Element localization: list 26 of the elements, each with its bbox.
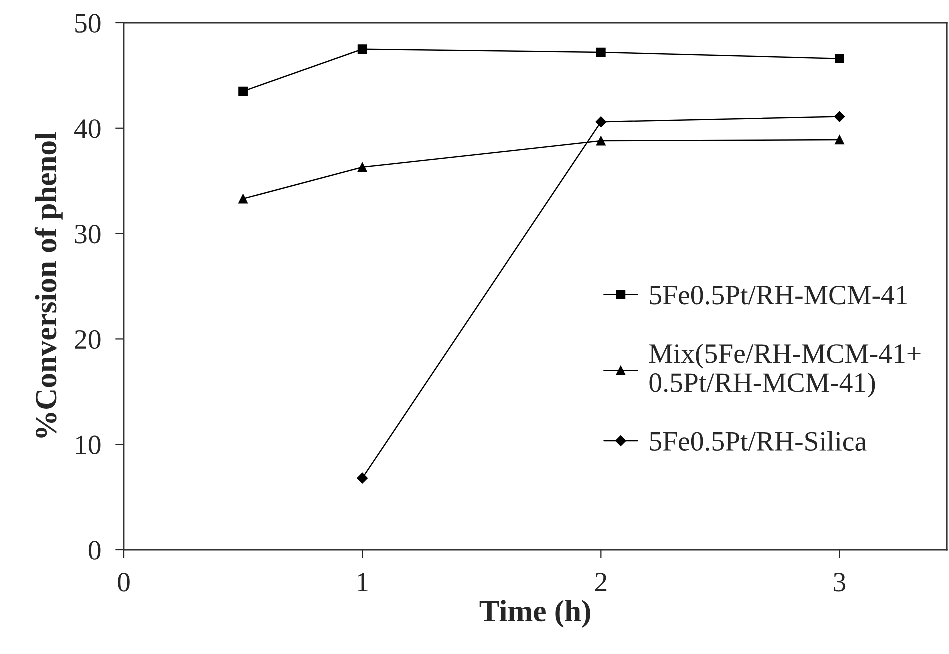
x-tick-label: 3 — [834, 573, 846, 592]
legend-label: 5Fe0.5Pt/RH-MCM-41 — [650, 286, 908, 305]
legend-label: Mix(5Fe/RH-MCM-41+ 0.5Pt/RH-MCM-41) — [650, 344, 921, 398]
point — [238, 86, 248, 96]
y-tick-label: 30 — [75, 224, 101, 244]
y-tick-label: 40 — [74, 120, 101, 138]
point — [596, 116, 607, 128]
point — [357, 472, 368, 484]
x-axis-title: Time (h) — [480, 600, 590, 628]
x-tick-label: 1 — [358, 573, 368, 592]
y-tick-label: 50 — [76, 14, 101, 33]
point — [358, 44, 368, 54]
point — [238, 194, 248, 204]
point — [835, 54, 844, 64]
point — [596, 48, 606, 58]
point — [358, 162, 368, 172]
y-tick-label: 0 — [88, 541, 101, 560]
x-tick-label: 2 — [595, 573, 607, 592]
y-tick-label: 20 — [75, 330, 101, 350]
legend-label: 5Fe0.5Pt/RH-Silica — [650, 431, 867, 452]
x-tick-label: 0 — [118, 573, 130, 592]
y-axis-title: %Conversion of phenol — [34, 132, 63, 438]
point — [596, 136, 606, 146]
y-tick-label: 10 — [76, 436, 101, 455]
point — [835, 135, 844, 145]
point — [834, 111, 846, 122]
